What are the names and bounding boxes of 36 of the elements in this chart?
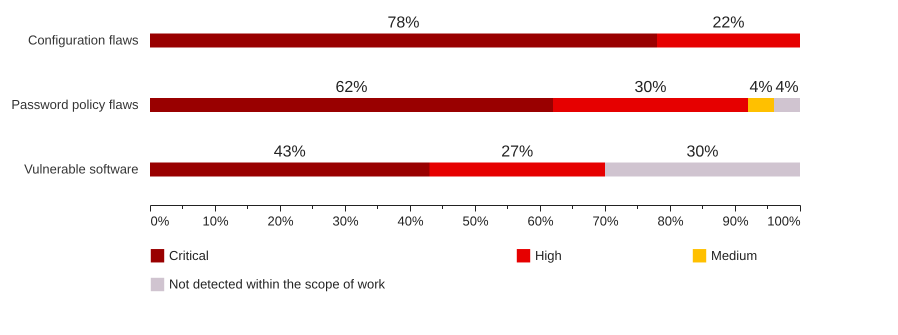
bar [748, 98, 774, 112]
x-tick-label: 30% [332, 214, 359, 228]
bar [150, 98, 553, 112]
bar [430, 162, 605, 177]
y-tick-label: Vulnerable software [24, 162, 138, 177]
bar [150, 162, 430, 177]
data-label: 30% [686, 144, 719, 161]
data-label: 4% [749, 79, 773, 96]
y-tick-label: Configuration flaws [28, 32, 139, 48]
bar [657, 33, 800, 48]
x-tick-label: 20% [267, 214, 294, 228]
bar [150, 33, 657, 48]
x-tick-label: 10% [202, 214, 229, 228]
data-label: 62% [335, 79, 368, 96]
x-tick-label: 40% [397, 214, 424, 228]
x-tick-label: 100% [767, 214, 801, 228]
legend-label: Critical [169, 248, 209, 263]
y-tick-label: Password policy flaws [11, 97, 139, 112]
data-label: 30% [634, 79, 667, 96]
x-tick-label: 0% [150, 214, 170, 228]
x-tick-label: 90% [722, 214, 749, 228]
bar [553, 98, 748, 112]
legend-label: Not detected within the scope of work [169, 276, 386, 292]
legend-label: Medium [711, 248, 758, 263]
x-tick-label: 80% [657, 214, 684, 228]
x-tick-label: 70% [592, 214, 619, 228]
data-label: 43% [274, 144, 306, 161]
data-label: 22% [712, 14, 745, 32]
data-label: 78% [387, 14, 420, 32]
data-label: 27% [501, 144, 534, 161]
x-tick-label: 60% [527, 214, 554, 228]
legend-label: High [535, 248, 562, 263]
bar [605, 162, 800, 177]
x-tick-label: 50% [462, 214, 489, 228]
data-label: 4% [775, 79, 799, 96]
bar [774, 98, 800, 112]
